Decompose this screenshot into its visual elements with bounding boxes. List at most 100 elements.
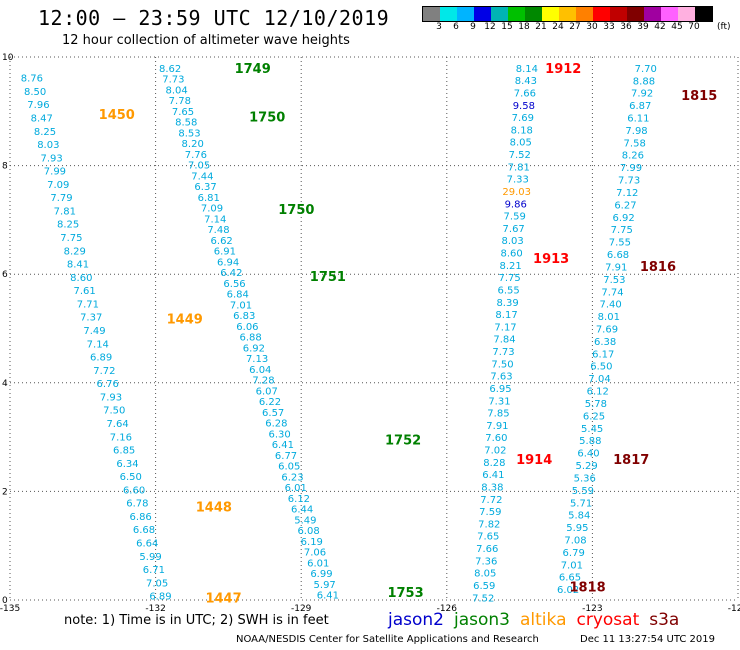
- swh-value: 6.76: [97, 379, 119, 390]
- x-tick-label: -129: [291, 604, 312, 614]
- swh-value: 7.44: [191, 171, 213, 182]
- pass-time-label: 1753: [387, 586, 423, 601]
- legend-label: 39: [637, 22, 649, 32]
- swh-value: 6.86: [130, 512, 152, 523]
- swh-value: 7.66: [514, 88, 536, 99]
- swh-value: 6.07: [256, 386, 278, 397]
- swh-value: 9.86: [505, 199, 527, 210]
- swh-value: 7.33: [507, 175, 529, 186]
- swh-value: 6.28: [265, 419, 287, 430]
- swh-value: 7.12: [616, 188, 638, 199]
- pass-time-label: 1817: [613, 453, 649, 468]
- pass-time-label: 1447: [205, 591, 241, 606]
- legend-unit: (ft): [717, 22, 731, 32]
- swh-value: 8.29: [64, 246, 86, 257]
- swh-value: 7.50: [491, 359, 513, 370]
- swh-value: 7.14: [87, 339, 109, 350]
- swh-value: 7.60: [485, 433, 507, 444]
- swh-value: 6.30: [268, 429, 290, 440]
- swh-value: 8.53: [178, 128, 200, 139]
- pass-time-label: 1752: [385, 433, 421, 448]
- swh-value: 7.05: [188, 161, 210, 172]
- swh-value: 7.65: [477, 532, 499, 543]
- pass-time-label: 1750: [278, 203, 314, 218]
- swh-value: 7.48: [207, 225, 229, 236]
- pass-time-label: 1818: [569, 580, 605, 595]
- swh-value: 6.19: [301, 537, 323, 548]
- legend-swatch: [627, 7, 644, 21]
- swh-value: 5.59: [572, 486, 594, 497]
- swh-value: 6.50: [590, 362, 612, 373]
- swh-value: 5.78: [585, 399, 607, 410]
- y-tick-label: 6: [2, 270, 8, 280]
- swh-value: 7.75: [60, 233, 82, 244]
- swh-value: 7.52: [509, 150, 531, 161]
- color-legend-labels: 3 6 9 12 15 18 21 24 27 30 33 36 39 42 45 70: [422, 22, 740, 34]
- legend-swatch: [610, 7, 627, 21]
- legend-label: 15: [501, 22, 513, 32]
- swh-value: 7.75: [611, 225, 633, 236]
- swh-value: 7.78: [169, 96, 191, 107]
- swh-value: 6.25: [583, 411, 605, 422]
- legend-swatch: [423, 7, 440, 21]
- swh-value: 8.25: [57, 220, 79, 231]
- swh-value: 7.04: [588, 374, 610, 385]
- swh-value: 7.28: [252, 376, 274, 387]
- x-tick-label: -132: [145, 604, 165, 614]
- swh-value: 8.76: [21, 74, 43, 85]
- swh-value: 5.71: [570, 498, 592, 509]
- swh-value: 8.14: [516, 64, 538, 75]
- swh-value: 8.03: [37, 140, 59, 151]
- swh-value: 7.79: [50, 193, 72, 204]
- y-tick-label: 8: [2, 162, 8, 172]
- swh-value: 8.60: [501, 249, 523, 260]
- swh-value: 7.69: [596, 325, 618, 336]
- legend-label: 33: [603, 22, 615, 32]
- swh-value: 6.91: [214, 247, 236, 258]
- legend-swatch: [457, 7, 474, 21]
- pass-time-label: 1448: [196, 501, 232, 516]
- swh-value: 7.91: [486, 421, 508, 432]
- swh-value: 6.41: [317, 591, 339, 602]
- legend-label: 30: [586, 22, 598, 32]
- swh-value: 6.81: [198, 193, 220, 204]
- swh-value: 7.36: [475, 556, 497, 567]
- swh-value: 29.03: [502, 187, 531, 198]
- swh-value: 8.18: [511, 125, 533, 136]
- swh-value: 7.98: [625, 126, 647, 137]
- swh-value: 5.36: [574, 473, 596, 484]
- legend-label: 27: [569, 22, 581, 32]
- pass-time-label: 1913: [533, 252, 569, 267]
- swh-value: 8.43: [515, 76, 537, 87]
- swh-value: 6.12: [587, 387, 609, 398]
- swh-value: 5.97: [314, 580, 336, 591]
- swh-value: 8.05: [474, 569, 496, 580]
- swh-value: 6.22: [259, 397, 281, 408]
- swh-value: 7.55: [609, 238, 631, 249]
- pass-time-label: 1751: [310, 270, 346, 285]
- satellite-legend: jason2 jason3 altika cryosat s3a: [388, 610, 679, 630]
- swh-value: 6.60: [123, 485, 145, 496]
- swh-value: 5.95: [566, 523, 588, 534]
- swh-value: 7.08: [564, 535, 586, 546]
- swh-value: 7.73: [618, 176, 640, 187]
- swh-value: 6.78: [126, 499, 148, 510]
- swh-value: 6.79: [563, 548, 585, 559]
- swh-value: 7.49: [83, 326, 105, 337]
- swh-value: 8.47: [31, 113, 53, 124]
- swh-value: 6.05: [278, 462, 300, 473]
- x-tick-label: -126: [437, 604, 458, 614]
- swh-value: 6.89: [149, 592, 171, 603]
- legend-swatch: [525, 7, 542, 21]
- swh-value: 8.28: [483, 458, 505, 469]
- swh-value: 5.99: [139, 552, 161, 563]
- swh-value: 7.16: [110, 432, 132, 443]
- swh-value: 7.84: [493, 335, 515, 346]
- swh-value: 7.72: [480, 495, 502, 506]
- satellite-label-jason3: jason3: [454, 610, 510, 630]
- swh-value: 7.14: [204, 214, 226, 225]
- swh-value: 8.38: [481, 482, 503, 493]
- swh-value: 7.40: [600, 300, 622, 311]
- swh-value: 7.82: [478, 519, 500, 530]
- legend-label: 36: [620, 22, 632, 32]
